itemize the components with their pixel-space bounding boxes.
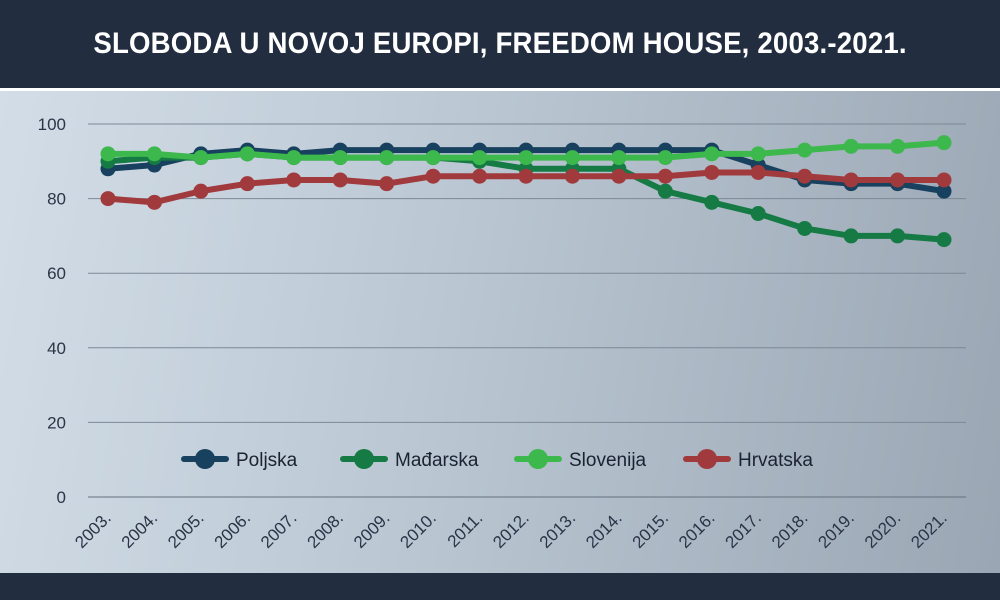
x-tick-label: 2010. — [396, 508, 440, 552]
data-point — [936, 172, 952, 188]
x-tick-label: 2012. — [489, 508, 533, 552]
x-tick-label: 2018. — [768, 508, 812, 552]
footer-bar — [0, 573, 1000, 600]
data-point — [657, 168, 673, 184]
x-tick-label: 2011. — [444, 508, 487, 551]
legend-swatch-marker — [195, 449, 215, 469]
header-divider — [0, 88, 1000, 91]
data-point — [611, 150, 627, 166]
data-point — [518, 150, 534, 166]
x-tick-label: 2016. — [675, 508, 719, 552]
data-point — [564, 168, 580, 184]
x-tick-label: 2009. — [350, 508, 394, 552]
data-point — [750, 206, 766, 222]
series-lines — [100, 135, 952, 248]
data-point — [797, 142, 813, 158]
x-tick-label: 2005. — [164, 508, 208, 552]
data-point — [379, 176, 395, 192]
data-point — [564, 150, 580, 166]
data-point — [332, 172, 348, 188]
data-point — [890, 138, 906, 154]
legend-swatch-marker — [354, 449, 374, 469]
plot-background — [0, 91, 1000, 573]
x-tick-label: 2015. — [629, 508, 673, 552]
x-tick-label: 2017. — [722, 508, 766, 552]
data-point — [286, 172, 302, 188]
x-tick-label: 2019. — [814, 508, 858, 552]
x-tick-label: 2008. — [304, 508, 348, 552]
data-point — [657, 183, 673, 199]
data-point — [936, 183, 952, 199]
data-point — [843, 138, 859, 154]
data-point — [193, 150, 209, 166]
y-tick-label: 40 — [47, 339, 66, 358]
data-point — [518, 168, 534, 184]
x-tick-label: 2004. — [118, 508, 162, 552]
data-point — [657, 150, 673, 166]
legend-item-3: Hrvatska — [683, 449, 813, 471]
data-point — [193, 183, 209, 199]
legend-label: Hrvatska — [738, 450, 813, 471]
x-tick-label: 2020. — [861, 508, 905, 552]
data-point — [704, 194, 720, 210]
y-tick-label: 60 — [47, 264, 66, 283]
data-point — [472, 168, 488, 184]
header-bar: SLOBODA U NOVOJ EUROPI, FREEDOM HOUSE, 2… — [0, 0, 1000, 88]
data-point — [100, 191, 116, 207]
data-point — [425, 150, 441, 166]
x-tick-label: 2021. — [907, 508, 951, 552]
data-point — [332, 150, 348, 166]
data-point — [611, 168, 627, 184]
data-point — [472, 150, 488, 166]
y-tick-label: 80 — [47, 190, 66, 209]
data-point — [100, 146, 116, 162]
x-tick-label: 2014. — [582, 508, 626, 552]
data-point — [286, 150, 302, 166]
legend-item-2: Slovenija — [514, 449, 647, 471]
data-point — [425, 168, 441, 184]
x-tick-label: 2003. — [71, 508, 115, 552]
legend-label: Poljska — [236, 450, 298, 471]
chart-title: SLOBODA U NOVOJ EUROPI, FREEDOM HOUSE, 2… — [93, 27, 907, 60]
data-point — [146, 146, 162, 162]
data-point — [797, 220, 813, 236]
y-tick-label: 20 — [47, 413, 66, 432]
data-point — [704, 146, 720, 162]
data-point — [936, 135, 952, 151]
data-point — [750, 146, 766, 162]
legend-swatch-marker — [697, 449, 717, 469]
x-axis-ticks: 2003. 2004. 2005. 2006. 2007. 2008. 2009. 2010.… — [71, 508, 951, 552]
data-point — [890, 172, 906, 188]
data-point — [750, 164, 766, 180]
legend-label: Mađarska — [395, 450, 479, 471]
data-point — [843, 172, 859, 188]
y-tick-label: 100 — [38, 115, 66, 134]
legend: Poljska Mađarska Slovenija Hrvatska — [181, 449, 813, 471]
data-point — [239, 146, 255, 162]
x-tick-label: 2006. — [211, 508, 255, 552]
x-tick-label: 2007. — [257, 508, 301, 552]
series-3 — [100, 164, 952, 210]
data-point — [146, 194, 162, 210]
data-point — [797, 168, 813, 184]
data-point — [239, 176, 255, 192]
series-2 — [100, 135, 952, 166]
legend-swatch-marker — [528, 449, 548, 469]
data-point — [379, 150, 395, 166]
legend-label: Slovenija — [569, 450, 647, 471]
data-point — [704, 164, 720, 180]
data-point — [936, 232, 952, 248]
legend-item-0: Poljska — [181, 449, 298, 471]
data-point — [843, 228, 859, 244]
x-tick-label: 2013. — [536, 508, 580, 552]
legend-item-1: Mađarska — [340, 449, 479, 471]
y-tick-label: 0 — [57, 488, 66, 507]
data-point — [890, 228, 906, 244]
gridlines — [88, 123, 966, 498]
y-axis-ticks: 0 20 40 60 80 100 — [38, 115, 66, 507]
